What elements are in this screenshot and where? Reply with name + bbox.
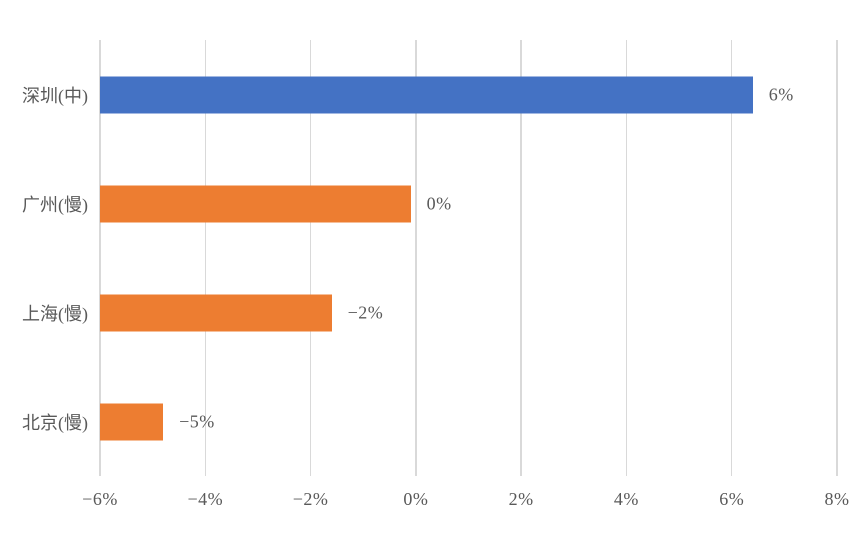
gridline (99, 40, 101, 476)
bar-row: 6% (100, 40, 837, 149)
x-axis-tick-label: 2% (508, 489, 534, 509)
x-axis-tick-label: −2% (292, 489, 329, 509)
bar (100, 403, 164, 440)
category-label: 广州(慢) (22, 194, 88, 215)
bar (100, 185, 411, 222)
gridline (204, 40, 207, 476)
bar-rows: 6% 0% −2% −5% (100, 40, 837, 476)
x-axis-tick-label: −6% (82, 489, 118, 509)
x-axis-tick-label: 4% (613, 489, 639, 509)
gridline (520, 40, 522, 476)
value-label: 0% (426, 193, 452, 213)
value-label: −2% (347, 302, 384, 322)
gridline (309, 40, 312, 476)
bar-row: −5% (100, 367, 837, 476)
x-axis-tick-label: −4% (187, 489, 224, 509)
bar (100, 294, 332, 331)
category-label: 北京(慢) (22, 412, 88, 433)
x-axis: −6% −4% −2% 0% 2% 4% 6% 8% (82, 489, 849, 517)
x-axis-tick-label: 8% (824, 489, 850, 509)
category-label: 深圳(中) (22, 85, 88, 106)
category-labels: 深圳(中) 广州(慢) 上海(慢) 北京(慢) (0, 40, 94, 476)
bar-row: −2% (100, 258, 837, 367)
x-axis-tick-label: 6% (719, 489, 745, 509)
category-label: 上海(慢) (22, 303, 88, 324)
plot-area: 6% 0% −2% −5% (99, 40, 838, 476)
x-axis-tick-label: 0% (403, 489, 429, 509)
gridlines (99, 40, 838, 476)
gridline (415, 40, 417, 476)
value-label: 6% (768, 84, 794, 104)
gridline (836, 40, 838, 476)
bar-row: 0% (100, 149, 837, 258)
value-label: −5% (179, 411, 215, 431)
bar (100, 76, 753, 113)
gridline (625, 40, 628, 476)
gridline (730, 40, 733, 476)
